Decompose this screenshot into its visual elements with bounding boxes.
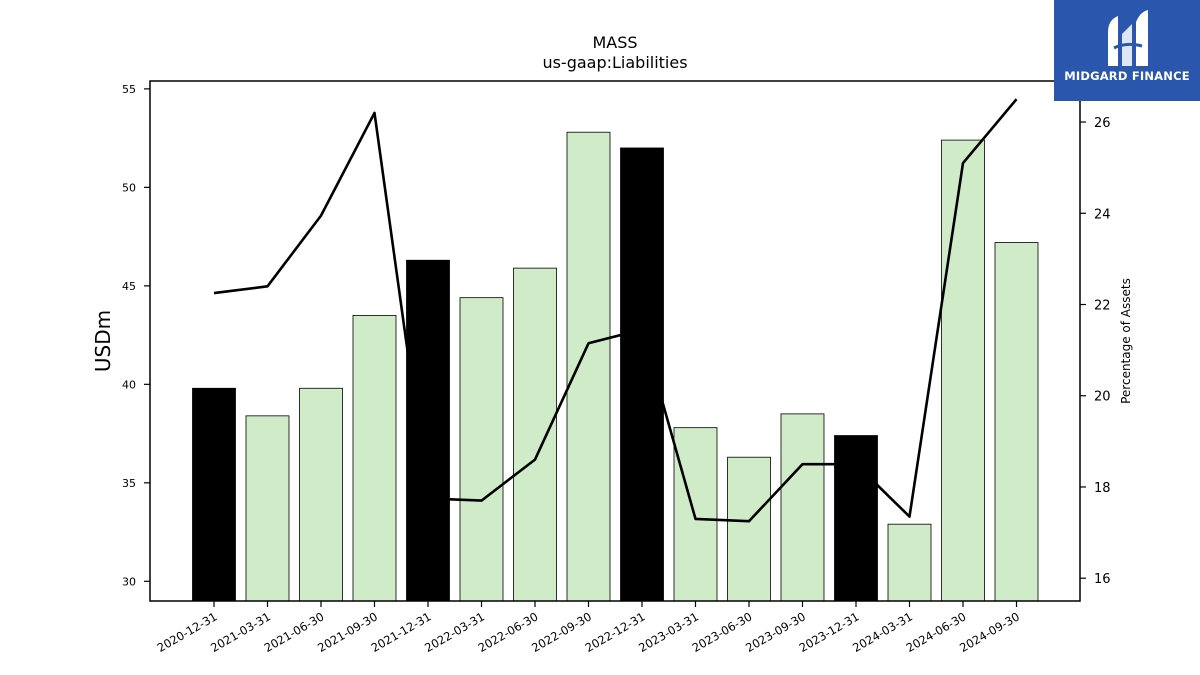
x-tick-label: 2022-06-30 [476,609,541,655]
x-tick-label: 2023-06-30 [690,609,755,655]
bar-2021-03-31 [245,415,290,602]
x-tick-label: 2022-09-30 [529,609,594,655]
x-axis: 2020-12-312021-03-312021-06-302021-09-30… [155,601,1022,655]
y2-tick-label: 16 [1094,572,1111,587]
x-tick-label: 2021-12-31 [369,609,434,655]
logo-text: MIDGARD FINANCE [1064,69,1190,83]
y-axis-label: USDm [91,310,115,372]
y2-tick-label: 18 [1094,481,1111,496]
y-tick-label: 30 [122,575,136,588]
bar-2021-09-30 [352,314,397,602]
x-tick-label: 2022-03-31 [422,609,487,655]
x-tick-label: 2021-06-30 [262,609,327,655]
y2-tick-label: 26 [1094,116,1111,131]
bar-2024-09-30 [994,242,1039,602]
x-tick-label: 2021-03-31 [208,609,273,655]
y2-tick-label: 22 [1094,299,1111,314]
y-axis-right: 16 18 20 22 24 26 [1080,116,1111,587]
x-tick-label: 2023-03-31 [636,609,701,655]
percentage-line [213,98,1018,523]
plot-frame [149,80,1081,602]
x-tick-label: 2024-09-30 [957,609,1022,655]
bar-series [192,131,1039,602]
x-tick-label: 2024-03-31 [850,609,915,655]
y-tick-label: 55 [122,83,136,96]
bar-2024-03-31 [887,523,932,602]
bar-2023-09-30 [780,413,825,602]
x-tick-label: 2024-06-30 [904,609,969,655]
y-tick-label: 40 [122,378,136,391]
bar-2024-06-30 [941,139,985,602]
x-tick-label: 2021-09-30 [315,609,380,655]
y-tick-label: 35 [122,477,136,490]
y2-tick-label: 24 [1094,207,1111,222]
midgard-m-logo-icon [1108,10,1148,66]
bar-2023-12-31 [834,435,878,602]
bar-2022-06-30 [513,267,557,602]
chart-title: MASS [592,33,637,52]
x-tick-label: 2023-09-30 [743,609,808,655]
bar-2021-06-30 [299,387,343,602]
y-axis-left: 30 35 40 45 50 55 [122,83,150,588]
x-tick-label: 2023-12-31 [797,609,862,655]
bar-2021-12-31 [406,259,450,602]
y-tick-label: 50 [122,181,136,194]
y2-tick-label: 20 [1094,390,1111,405]
bar-2022-12-31 [620,147,664,602]
chart-subtitle: us-gaap:Liabilities [542,53,687,72]
y2-axis-label: Percentage of Assets [1119,278,1133,404]
bar-2020-12-31 [192,387,236,602]
bar-2023-06-30 [727,456,771,602]
midgard-finance-logo: MIDGARD FINANCE [1054,0,1200,101]
bar-2022-09-30 [566,131,611,602]
y-tick-label: 45 [122,280,136,293]
x-tick-label: 2020-12-31 [155,609,220,655]
bar-2022-03-31 [459,297,504,602]
x-tick-label: 2022-12-31 [583,609,648,655]
